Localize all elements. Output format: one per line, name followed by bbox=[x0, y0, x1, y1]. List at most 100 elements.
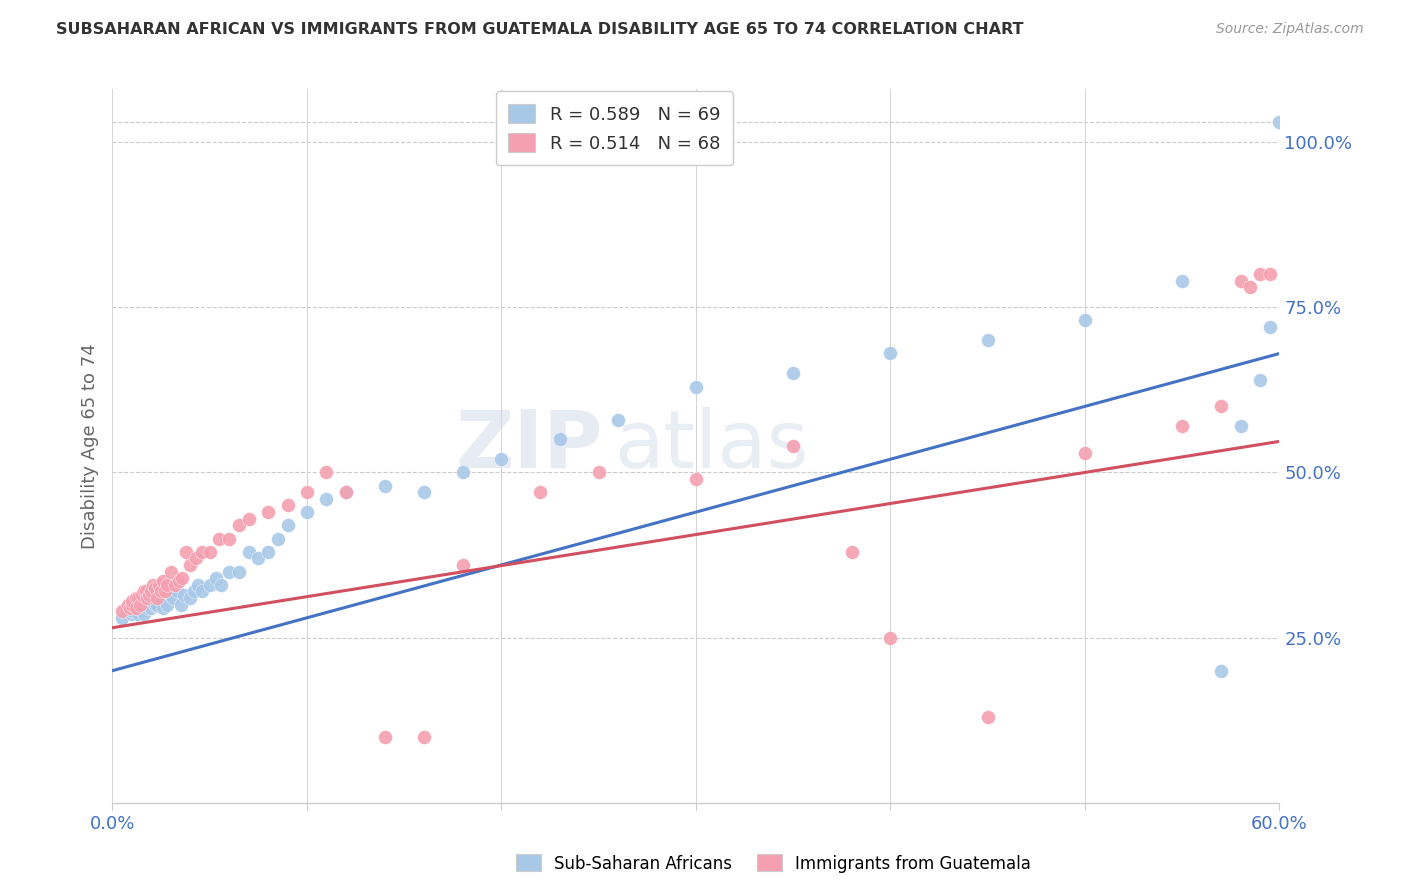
Point bbox=[128, 598, 150, 612]
Point bbox=[335, 485, 357, 500]
Point bbox=[374, 478, 396, 492]
Point bbox=[136, 591, 159, 605]
Point bbox=[588, 466, 610, 480]
Point bbox=[228, 518, 250, 533]
Point bbox=[238, 545, 260, 559]
Point bbox=[143, 588, 166, 602]
Point bbox=[141, 584, 163, 599]
Point bbox=[1074, 313, 1097, 327]
Point bbox=[143, 598, 166, 612]
Point bbox=[412, 730, 434, 744]
Point bbox=[127, 598, 149, 612]
Point bbox=[247, 551, 270, 566]
Point bbox=[118, 600, 141, 615]
Point bbox=[295, 485, 318, 500]
Point bbox=[976, 333, 998, 347]
Point bbox=[374, 730, 396, 744]
Point bbox=[238, 511, 260, 525]
Point bbox=[146, 598, 169, 612]
Point bbox=[111, 611, 134, 625]
Point bbox=[1268, 115, 1291, 129]
Point bbox=[879, 346, 901, 360]
Point bbox=[117, 598, 139, 612]
Point bbox=[150, 591, 173, 605]
Point bbox=[172, 571, 194, 585]
Point bbox=[128, 591, 150, 605]
Point bbox=[451, 466, 474, 480]
Point bbox=[257, 505, 280, 519]
Point bbox=[132, 598, 155, 612]
Point bbox=[685, 472, 707, 486]
Point bbox=[141, 600, 163, 615]
Point bbox=[125, 591, 148, 605]
Point bbox=[191, 545, 214, 559]
Point bbox=[1249, 267, 1271, 281]
Point bbox=[976, 710, 998, 724]
Point bbox=[163, 578, 186, 592]
Point bbox=[179, 558, 201, 572]
Point bbox=[148, 578, 170, 592]
Point bbox=[218, 565, 240, 579]
Point bbox=[276, 499, 298, 513]
Point bbox=[276, 518, 298, 533]
Point bbox=[187, 578, 209, 592]
Point bbox=[121, 598, 143, 612]
Point bbox=[156, 578, 179, 592]
Point bbox=[132, 584, 155, 599]
Point bbox=[148, 591, 170, 605]
Legend: Sub-Saharan Africans, Immigrants from Guatemala: Sub-Saharan Africans, Immigrants from Gu… bbox=[509, 847, 1038, 880]
Point bbox=[160, 588, 183, 602]
Point bbox=[607, 412, 630, 426]
Point bbox=[169, 598, 191, 612]
Point bbox=[162, 591, 184, 605]
Point bbox=[1074, 445, 1097, 459]
Point bbox=[131, 604, 153, 618]
Point bbox=[176, 545, 198, 559]
Point bbox=[131, 598, 153, 612]
Point bbox=[179, 591, 201, 605]
Point bbox=[111, 604, 134, 618]
Point bbox=[117, 604, 139, 618]
Point bbox=[132, 607, 155, 622]
Point bbox=[121, 594, 143, 608]
Point bbox=[529, 485, 551, 500]
Point bbox=[138, 588, 160, 602]
Text: ZIP: ZIP bbox=[456, 407, 603, 485]
Point bbox=[1229, 419, 1251, 434]
Point bbox=[125, 600, 148, 615]
Point bbox=[1239, 280, 1261, 294]
Point bbox=[153, 584, 176, 599]
Text: atlas: atlas bbox=[614, 407, 808, 485]
Point bbox=[1258, 320, 1281, 334]
Point bbox=[127, 591, 149, 605]
Point bbox=[782, 367, 804, 381]
Point bbox=[183, 584, 205, 599]
Point bbox=[335, 485, 357, 500]
Point bbox=[143, 581, 166, 595]
Point bbox=[160, 565, 183, 579]
Point bbox=[1229, 274, 1251, 288]
Point bbox=[141, 598, 163, 612]
Point bbox=[209, 578, 232, 592]
Point bbox=[218, 532, 240, 546]
Point bbox=[451, 558, 474, 572]
Point bbox=[191, 584, 214, 599]
Point bbox=[1171, 419, 1194, 434]
Point bbox=[548, 433, 571, 447]
Point bbox=[121, 604, 143, 618]
Point bbox=[685, 379, 707, 393]
Point bbox=[152, 574, 174, 589]
Point bbox=[184, 551, 207, 566]
Point bbox=[136, 598, 159, 612]
Point bbox=[173, 588, 195, 602]
Point bbox=[1249, 373, 1271, 387]
Point bbox=[228, 565, 250, 579]
Point bbox=[1171, 274, 1194, 288]
Point bbox=[121, 598, 143, 612]
Point bbox=[782, 439, 804, 453]
Point bbox=[879, 631, 901, 645]
Text: SUBSAHARAN AFRICAN VS IMMIGRANTS FROM GUATEMALA DISABILITY AGE 65 TO 74 CORRELAT: SUBSAHARAN AFRICAN VS IMMIGRANTS FROM GU… bbox=[56, 22, 1024, 37]
Point bbox=[153, 584, 176, 599]
Point bbox=[135, 591, 157, 605]
Point bbox=[1258, 267, 1281, 281]
